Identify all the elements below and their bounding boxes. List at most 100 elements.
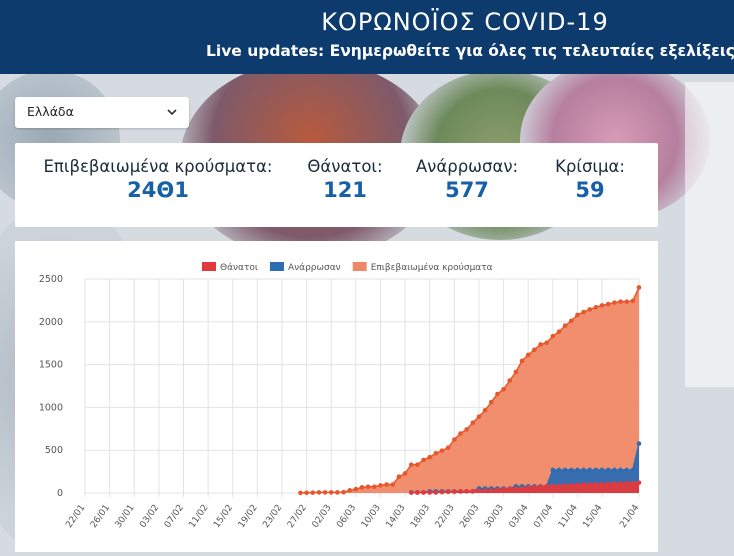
data-point — [476, 414, 482, 419]
data-point — [593, 467, 599, 473]
data-point — [599, 481, 605, 487]
data-point — [605, 467, 611, 473]
data-point — [519, 358, 525, 364]
data-point — [568, 482, 574, 488]
page-header: ΚΟΡΩΝΟΪΟΣ COVID-19 Live updates: Ενημερω… — [0, 0, 734, 74]
data-point — [347, 488, 352, 493]
stat-deaths-label: Θάνατοι: — [307, 157, 383, 176]
data-point — [624, 299, 629, 304]
data-point — [415, 462, 420, 467]
series-area — [300, 287, 639, 493]
data-point — [452, 437, 457, 442]
data-point — [439, 489, 445, 495]
data-point — [421, 457, 426, 463]
data-point — [581, 482, 586, 487]
data-point — [427, 454, 433, 460]
x-tick-label: 07/04 — [532, 503, 555, 530]
x-tick-label: 02/03 — [311, 503, 334, 530]
data-point — [562, 483, 568, 488]
data-point — [575, 482, 580, 488]
data-point — [599, 303, 605, 308]
legend-swatch — [352, 262, 367, 271]
data-point — [501, 386, 506, 392]
data-point — [556, 483, 562, 489]
data-point — [618, 481, 623, 486]
x-tick-label: 14/03 — [384, 503, 407, 530]
x-tick-label: 27/02 — [286, 503, 309, 530]
y-tick-label: 1500 — [39, 360, 63, 371]
data-point — [636, 285, 642, 290]
chevron-down-icon — [167, 105, 177, 120]
x-tick-label: 03/02 — [138, 503, 161, 530]
x-tick-label: 26/01 — [89, 503, 112, 530]
data-point — [464, 488, 469, 494]
data-point — [636, 441, 642, 446]
data-point — [618, 467, 623, 473]
data-point — [408, 490, 414, 495]
x-tick-label: 19/02 — [237, 503, 260, 530]
stat-deaths: Θάνατοι: 121 — [295, 157, 395, 202]
data-point — [433, 490, 439, 495]
data-point — [341, 489, 346, 495]
data-point — [568, 467, 574, 473]
data-point — [372, 484, 377, 490]
data-point — [445, 489, 451, 495]
legend-swatch — [202, 262, 216, 271]
data-point — [359, 485, 365, 490]
country-select[interactable]: Ελλάδα — [15, 97, 189, 128]
data-point — [562, 323, 568, 328]
x-tick-label: 26/03 — [458, 503, 481, 530]
data-point — [384, 482, 389, 487]
data-point — [550, 467, 556, 473]
data-point — [470, 420, 476, 426]
plot-area — [298, 285, 642, 496]
data-point — [544, 483, 549, 489]
data-point — [322, 490, 328, 495]
data-point — [396, 474, 402, 480]
x-tick-label: 15/04 — [581, 503, 604, 530]
data-point — [482, 408, 488, 413]
data-point — [624, 481, 629, 486]
data-point — [575, 467, 580, 473]
page-subtitle: Live updates: Ενημερωθείτε για όλες τις … — [206, 42, 734, 60]
y-axis: 0 500 1000 1500 2000 2500 — [39, 274, 63, 499]
series-area — [411, 443, 639, 493]
data-point — [556, 329, 562, 335]
data-point — [525, 352, 531, 358]
data-point — [550, 483, 556, 489]
data-point — [605, 481, 611, 487]
data-point — [624, 467, 629, 473]
data-point — [544, 340, 549, 346]
x-tick-label: 06/03 — [335, 503, 358, 530]
x-tick-label: 11/04 — [557, 503, 580, 530]
data-point — [452, 489, 457, 495]
data-point — [513, 486, 519, 492]
y-tick-label: 500 — [45, 445, 63, 456]
data-point — [328, 490, 334, 495]
data-point — [310, 490, 316, 495]
data-point — [636, 480, 642, 485]
data-point — [587, 467, 593, 473]
stat-critical-label: Κρίσιμα: — [555, 157, 625, 176]
data-point — [593, 482, 599, 487]
x-tick-label: 30/03 — [483, 503, 506, 530]
data-point — [365, 484, 371, 490]
data-point — [612, 467, 617, 473]
x-tick-label: 07/02 — [163, 503, 186, 530]
data-point — [495, 391, 500, 397]
x-tick-label: 15/02 — [212, 503, 235, 530]
data-point — [532, 347, 537, 353]
stat-recovered-label: Ανάρρωσαν: — [415, 157, 519, 176]
data-point — [630, 467, 636, 473]
y-tick-label: 2500 — [39, 274, 63, 285]
data-point — [587, 482, 593, 487]
data-point — [495, 487, 500, 493]
data-point — [408, 462, 414, 467]
data-point — [599, 467, 605, 473]
data-point — [532, 484, 537, 490]
data-point — [378, 483, 383, 488]
x-tick-label: 22/01 — [64, 503, 87, 530]
data-point — [482, 488, 488, 493]
chart-panel: Θάνατοι Ανάρρωσαν Επιβεβαιωμένα κρούσματα … — [15, 241, 658, 552]
data-point — [304, 490, 309, 496]
